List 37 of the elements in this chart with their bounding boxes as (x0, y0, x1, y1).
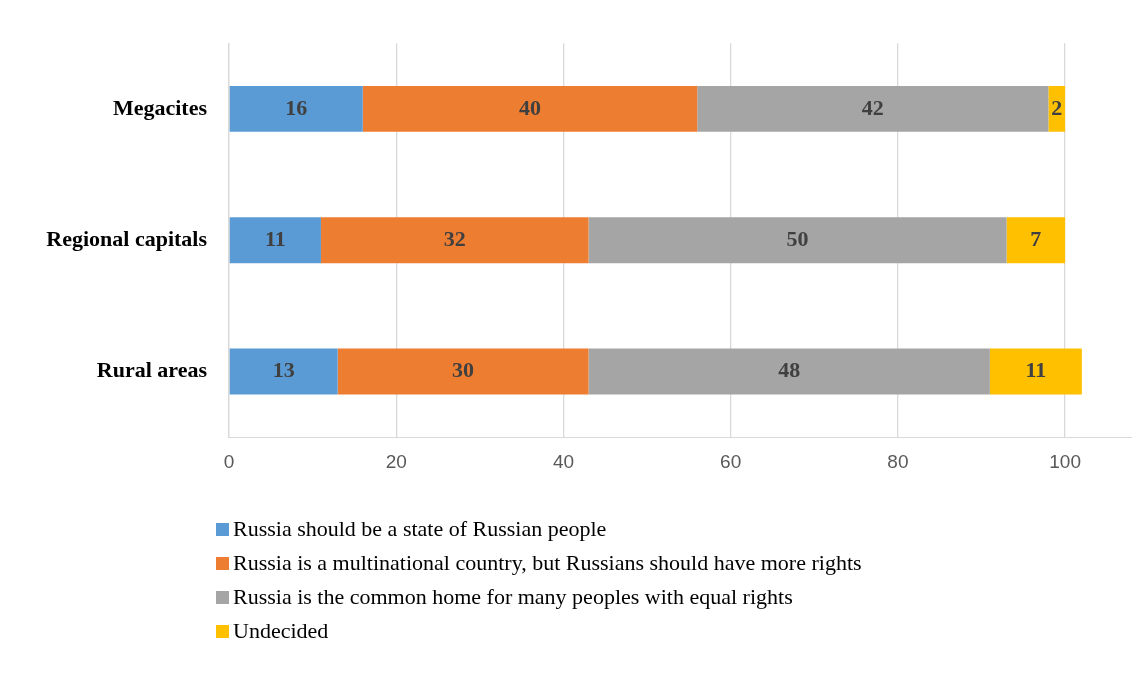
data-label: 11 (1025, 357, 1047, 383)
bar (229, 217, 321, 264)
x-tick-label: 0 (223, 450, 235, 472)
bar (229, 348, 338, 395)
bar (588, 217, 1007, 264)
bar (362, 85, 698, 132)
x-tick-label: 40 (552, 450, 575, 472)
bar (320, 217, 589, 264)
legend-label: Russia should be a state of Russian people (233, 516, 607, 542)
data-label: 11 (264, 225, 286, 251)
data-label: 50 (786, 225, 809, 251)
bar (989, 348, 1082, 395)
data-label: 48 (778, 357, 801, 383)
data-label: 30 (452, 357, 475, 383)
bar (588, 348, 990, 395)
data-label: 40 (519, 94, 541, 120)
legend-label: Russia is a multinational country, but Russians should have more rights (233, 550, 862, 576)
x-tick-label: 80 (887, 450, 909, 472)
bar (1048, 85, 1066, 132)
x-tick-label: 100 (1049, 450, 1081, 472)
data-label: 13 (272, 357, 295, 383)
data-label: 2 (1051, 94, 1063, 120)
legend-label: Undecided (233, 618, 329, 644)
x-tick-label: 20 (385, 450, 407, 472)
data-label: 32 (443, 225, 466, 251)
y-tick-label: Rural areas (96, 357, 208, 383)
bar (1006, 217, 1066, 264)
data-label: 7 (1030, 225, 1042, 251)
data-label: 42 (861, 94, 884, 120)
y-tick-label: Megacites (112, 94, 208, 120)
y-tick-label: Regional capitals (46, 225, 208, 251)
bar (337, 348, 589, 395)
x-tick-label: 60 (720, 450, 742, 472)
data-label: 16 (285, 94, 308, 120)
legend-label: Russia is the common home for many peoples with equal rights (233, 584, 793, 610)
bar (229, 85, 363, 132)
bar (697, 85, 1049, 132)
